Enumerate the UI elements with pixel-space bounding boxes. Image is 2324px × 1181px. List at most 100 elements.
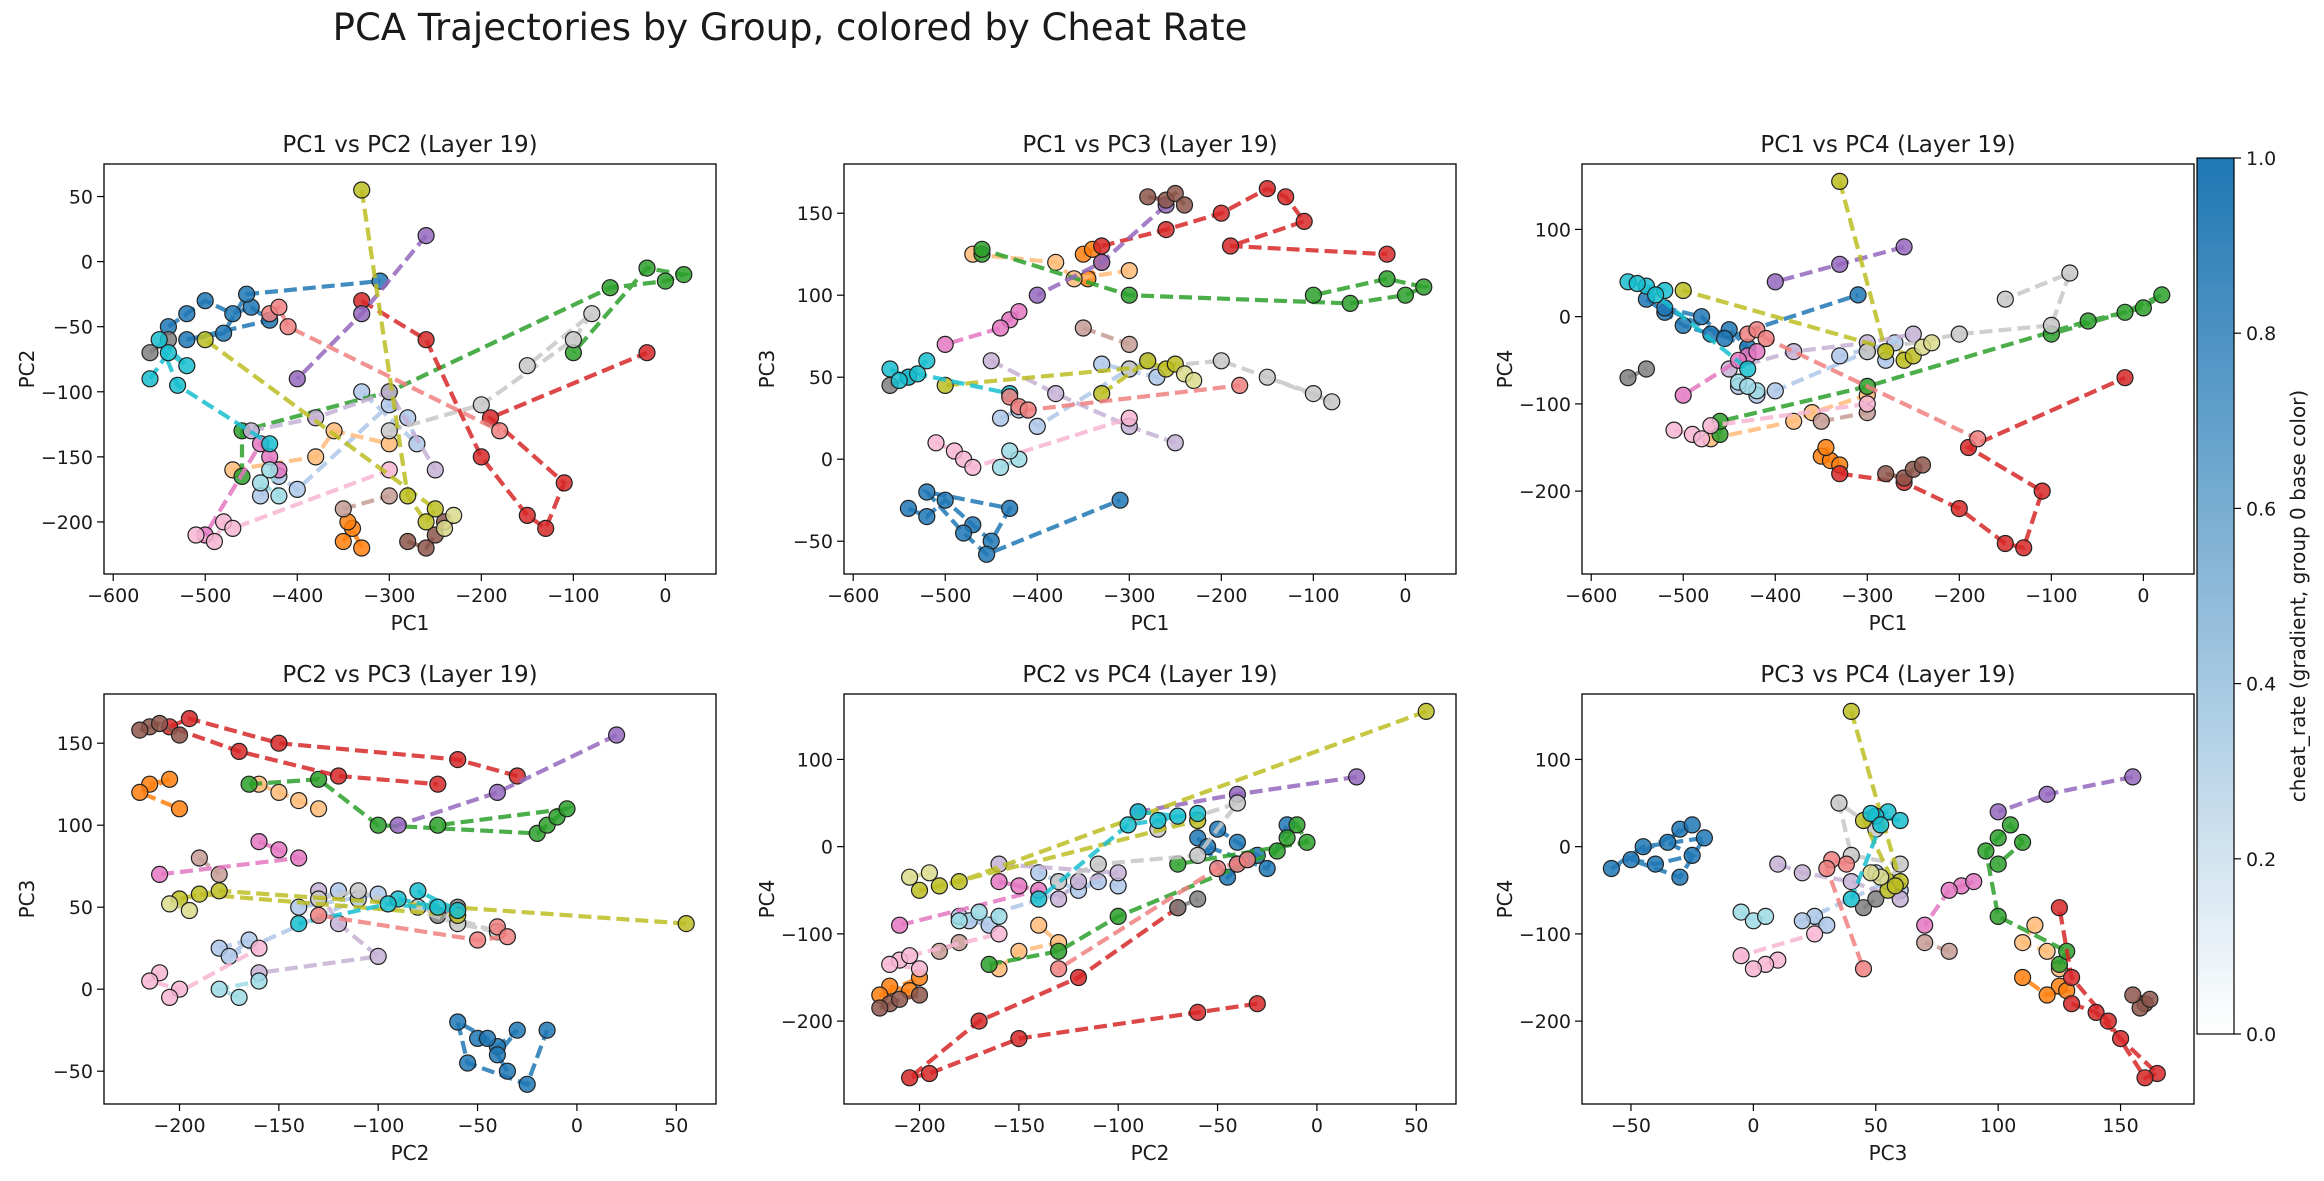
- trajectory-line: [907, 488, 1121, 557]
- data-point: [991, 409, 1010, 427]
- data-point: [270, 783, 288, 802]
- x-tick-label: 50: [1864, 1115, 1888, 1137]
- x-tick-label: −400: [1749, 585, 1801, 607]
- data-point: [169, 376, 187, 394]
- data-point: [1028, 417, 1046, 435]
- data-point: [1001, 499, 1019, 517]
- y-axis-label: PC4: [1493, 350, 1517, 389]
- data-point: [564, 331, 583, 349]
- data-point: [1047, 253, 1065, 271]
- data-point: [607, 726, 626, 744]
- data-point: [491, 422, 509, 440]
- data-point: [409, 882, 427, 900]
- data-point: [1010, 877, 1028, 895]
- data-point: [675, 266, 693, 284]
- data-point: [159, 344, 177, 362]
- data-point: [353, 539, 371, 557]
- x-tick-label: −400: [1011, 585, 1063, 607]
- data-point: [261, 435, 279, 453]
- y-tick-label: 50: [809, 367, 833, 389]
- data-point: [238, 285, 256, 303]
- data-point: [1831, 172, 1849, 190]
- data-point: [583, 305, 601, 323]
- data-point: [1732, 947, 1750, 965]
- data-point: [1111, 491, 1129, 509]
- data-point: [478, 1029, 497, 1048]
- x-axis-label: PC2: [1131, 1141, 1170, 1165]
- y-axis-label: PC3: [755, 350, 779, 389]
- x-tick-label: 150: [2102, 1115, 2138, 1137]
- data-point: [2141, 990, 2159, 1008]
- trajectory-line: [250, 389, 438, 471]
- data-point: [900, 947, 919, 965]
- trajectory-line: [979, 246, 1431, 306]
- data-point: [1692, 308, 1711, 326]
- data-point: [1304, 286, 1323, 304]
- data-point: [910, 881, 929, 899]
- data-point: [1842, 702, 1860, 721]
- y-tick-label: 0: [81, 252, 93, 274]
- y-tick-label: 100: [797, 749, 833, 771]
- data-point: [1347, 768, 1366, 786]
- x-tick-label: −200: [455, 585, 507, 607]
- y-tick-label: 100: [1535, 219, 1571, 241]
- data-point: [1120, 409, 1138, 427]
- data-point: [1812, 412, 1830, 430]
- data-point: [1028, 286, 1046, 304]
- data-point: [1212, 204, 1230, 222]
- y-tick-label: −100: [1519, 924, 1571, 946]
- data-point: [1634, 838, 1652, 856]
- subplot-title: PC1 vs PC2 (Layer 19): [282, 132, 537, 158]
- data-point: [890, 371, 908, 390]
- data-point: [250, 972, 268, 990]
- y-tick-label: 100: [797, 285, 833, 307]
- data-point: [982, 352, 1000, 370]
- x-tick-label: 0: [571, 1115, 583, 1137]
- data-point: [417, 513, 435, 531]
- data-point: [1659, 833, 1677, 851]
- data-point: [178, 331, 196, 349]
- subplot-1: −600 −500 −400 −300 −200 −100 0−200−150−100−50…: [15, 132, 717, 635]
- data-point: [1221, 237, 1240, 255]
- data-point: [518, 1075, 536, 1093]
- data-point: [1831, 347, 1849, 365]
- x-tick-label: −100: [1092, 1115, 1144, 1137]
- data-point: [970, 903, 988, 921]
- x-tick-label: −150: [993, 1115, 1045, 1137]
- axes-frame: [103, 693, 717, 1105]
- data-point: [1231, 376, 1249, 394]
- trajectory-line: [908, 905, 1258, 1080]
- data-point: [990, 872, 1008, 891]
- data-point: [881, 360, 899, 378]
- data-point: [498, 1062, 516, 1080]
- x-tick-label: −300: [363, 585, 415, 607]
- data-point: [1001, 442, 1019, 460]
- data-point: [1739, 377, 1757, 395]
- data-point: [970, 1012, 988, 1030]
- x-axis-label: PC3: [1869, 1141, 1908, 1165]
- data-point: [1940, 881, 1958, 899]
- subplot-title: PC1 vs PC4 (Layer 19): [1760, 132, 2015, 158]
- data-point: [1766, 382, 1784, 400]
- y-tick-label: −50: [793, 531, 833, 553]
- y-tick-label: 150: [797, 203, 833, 225]
- trajectories: [871, 702, 1435, 1087]
- data-point: [1238, 851, 1257, 869]
- data-point: [890, 916, 909, 934]
- data-point: [558, 800, 576, 818]
- data-point: [1739, 360, 1757, 378]
- data-point: [310, 770, 328, 788]
- y-tick-label: 0: [81, 979, 93, 1001]
- data-point: [1109, 864, 1127, 882]
- data-point: [205, 532, 223, 551]
- data-point: [1683, 846, 1701, 865]
- data-point: [1877, 343, 1895, 361]
- y-axis-label: PC4: [755, 880, 779, 919]
- data-point: [417, 227, 435, 245]
- data-point: [369, 947, 387, 966]
- data-point: [270, 734, 288, 752]
- data-point: [1074, 319, 1092, 337]
- data-point: [920, 864, 939, 882]
- data-point: [1805, 925, 1824, 943]
- data-point: [353, 181, 371, 199]
